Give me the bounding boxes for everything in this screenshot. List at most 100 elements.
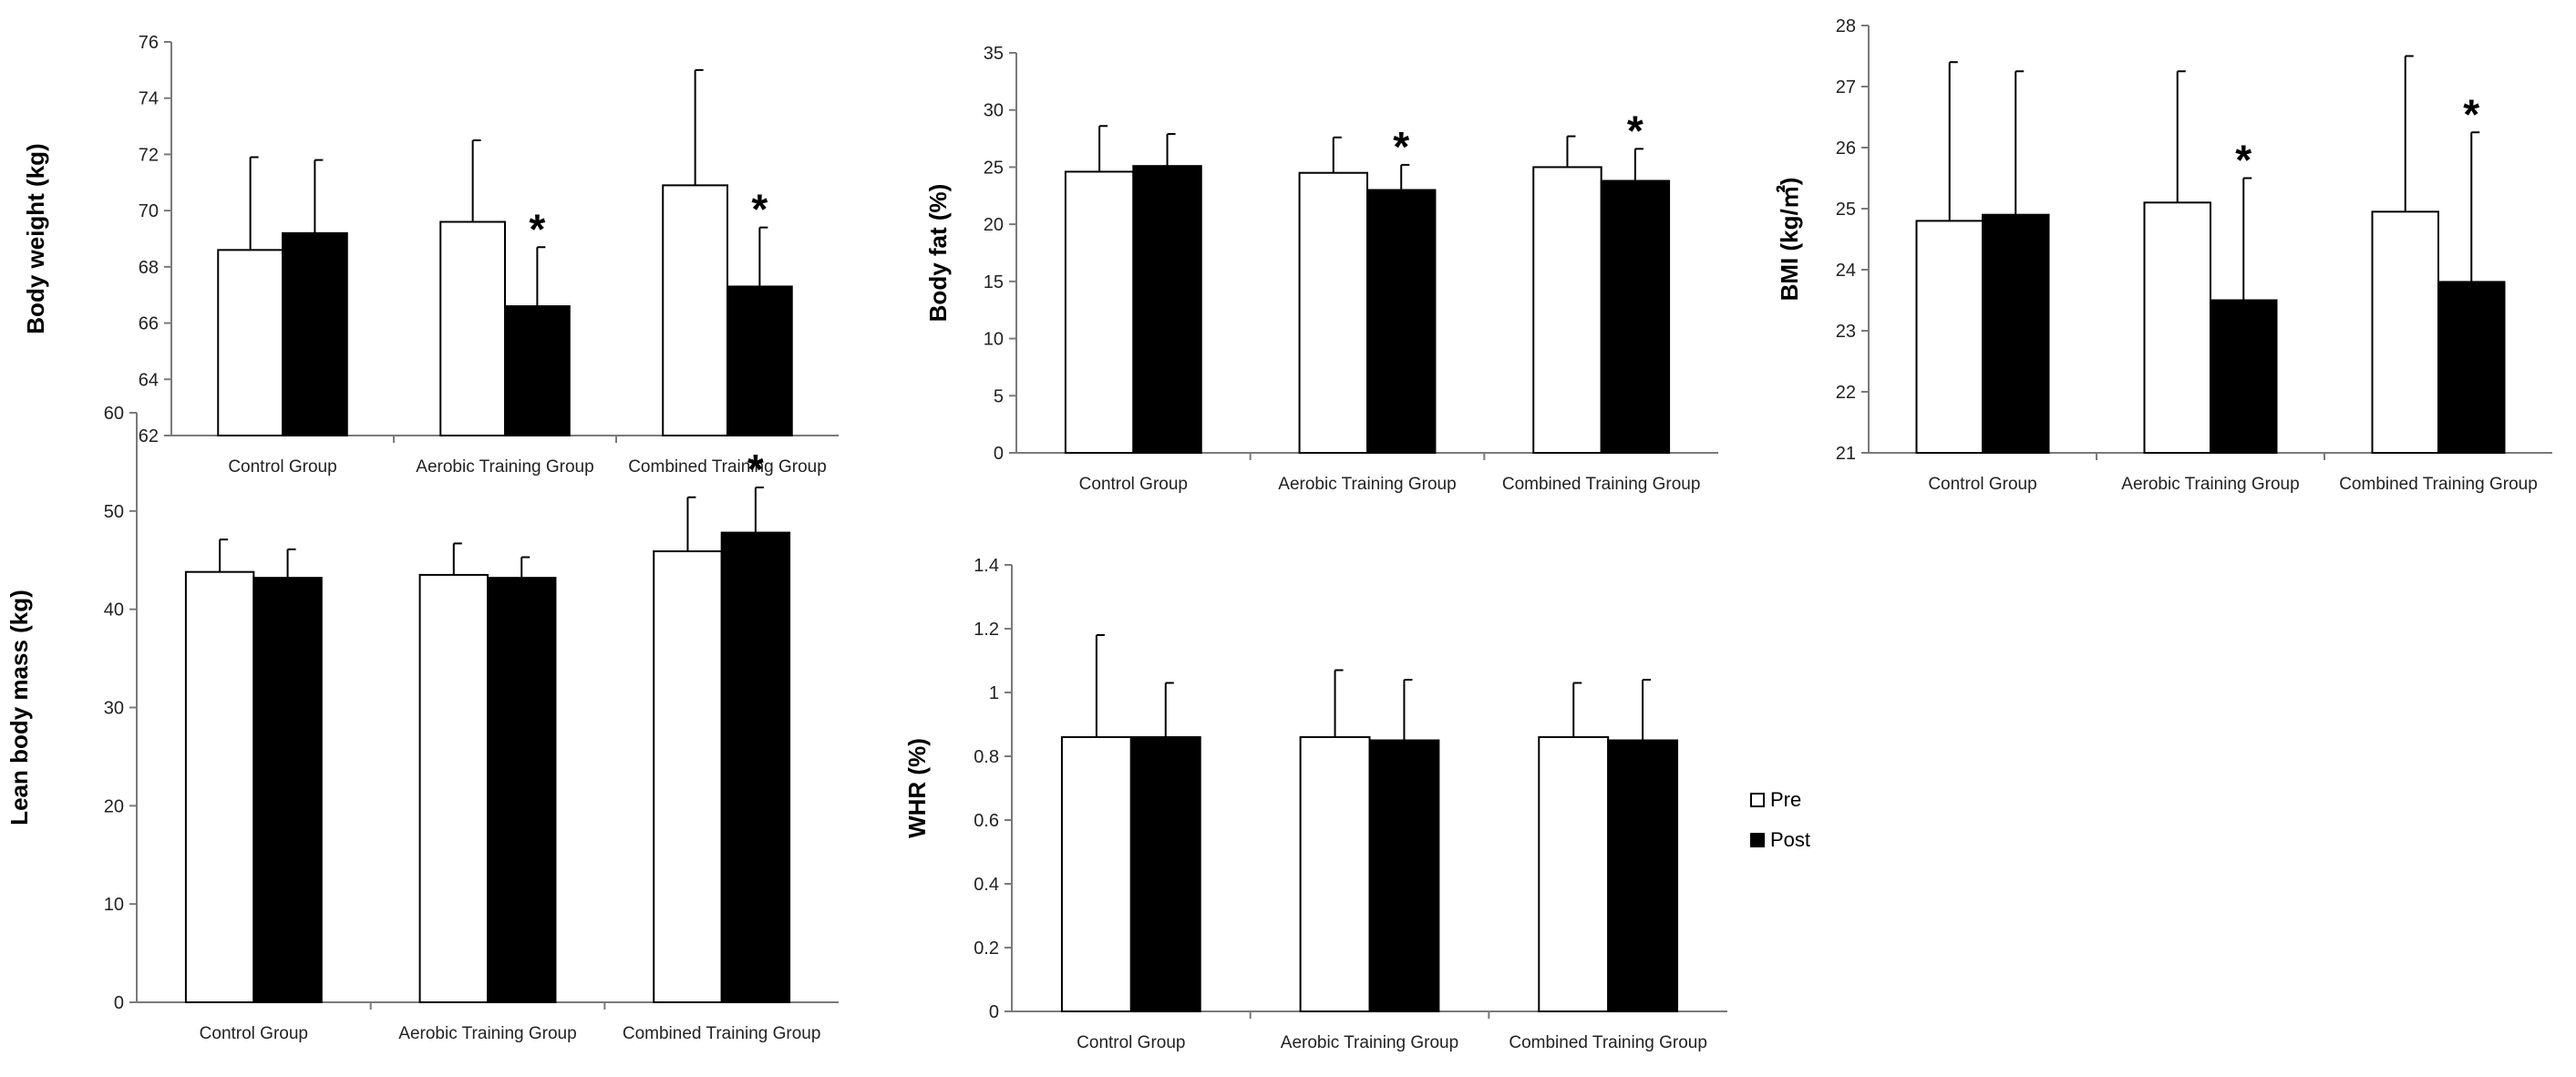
chart-2-category-label: Combined Training Group — [1502, 475, 1701, 494]
chart-4-y-tick-label: 30 — [104, 699, 124, 719]
chart-1-category-label: Combined Training Group — [628, 457, 827, 477]
chart-2-y-tick-label: 20 — [984, 215, 1004, 235]
chart-3-category-label: Control Group — [1928, 475, 2036, 494]
chart-5-bar-post — [1607, 739, 1679, 1012]
chart-1-bar-pre — [662, 184, 728, 436]
legend-swatch-pre — [1750, 793, 1765, 807]
chart-3-y-tick-label: 24 — [1836, 261, 1856, 281]
chart-4-bar-pre — [418, 573, 489, 1003]
chart-5-y-tick-label: 0.2 — [974, 939, 999, 959]
chart-3-bar-pre — [1915, 220, 1984, 454]
chart-2-bar-pre — [1064, 170, 1135, 454]
chart-3-y-axis-label: BMI (kg/㎡) — [1776, 178, 1803, 302]
legend-item-post: Post — [1750, 820, 1810, 860]
chart-2-y-tick-label: 25 — [984, 158, 1004, 178]
chart-4-y-tick-label: 0 — [114, 993, 124, 1013]
chart-3-bar-post — [1982, 213, 2050, 454]
chart-5-y-tick-label: 1 — [989, 683, 999, 703]
chart-2-category-label: Control Group — [1079, 475, 1188, 494]
chart-1-y-tick-label: 74 — [139, 89, 159, 109]
chart-2-bar-post — [1132, 165, 1202, 454]
chart-2-y-tick-label: 0 — [994, 444, 1004, 464]
chart-5-bar-post — [1368, 739, 1440, 1012]
legend: Pre Post — [1750, 780, 1810, 860]
chart-2-category-label: Aerobic Training Group — [1278, 475, 1456, 494]
chart-1-y-tick-label: 72 — [139, 145, 159, 165]
chart-5-category-label: Control Group — [1077, 1033, 1185, 1052]
chart-5-category-label: Combined Training Group — [1509, 1033, 1707, 1052]
chart-3-category-label: Combined Training Group — [2339, 475, 2538, 494]
chart-5-bar-pre — [1299, 736, 1371, 1012]
chart-4-bar-post — [487, 577, 557, 1003]
chart-4-y-tick-label: 20 — [104, 796, 124, 816]
chart-4-bar-pre — [184, 570, 255, 1003]
chart-4-category-label: Control Group — [200, 1024, 308, 1043]
chart-5-y-axis-label: WHR (%) — [903, 738, 931, 838]
chart-2-y-tick-label: 30 — [984, 101, 1004, 121]
chart-4-category-label: Aerobic Training Group — [398, 1024, 576, 1043]
chart-1-y-axis-label: Body weight (kg) — [22, 143, 49, 333]
chart-2-significance-mark: * — [1627, 107, 1643, 154]
chart-3-bar-post — [2210, 299, 2278, 454]
chart-4-significance-mark: * — [747, 446, 764, 493]
chart-1-bar-post — [726, 285, 793, 437]
legend-label-pre: Pre — [1770, 788, 1802, 811]
chart-1-y-tick-label: 62 — [139, 426, 159, 446]
legend-item-pre: Pre — [1750, 780, 1810, 820]
chart-1-bar-post — [504, 305, 571, 436]
chart-5-bar-pre — [1538, 736, 1610, 1012]
chart-3-significance-mark: * — [2463, 90, 2479, 138]
chart-3-bar-pre — [2143, 201, 2211, 455]
chart-1-y-tick-label: 64 — [139, 370, 159, 390]
chart-4-y-tick-label: 60 — [104, 404, 124, 424]
chart-2-bar-post — [1366, 189, 1437, 454]
chart-2-y-tick-label: 10 — [984, 330, 1004, 350]
chart-1-significance-mark: * — [529, 205, 545, 252]
legend-label-post: Post — [1770, 828, 1811, 851]
chart-5-y-tick-label: 1.4 — [974, 556, 999, 576]
chart-3-y-tick-label: 28 — [1836, 16, 1856, 36]
chart-3-y-tick-label: 25 — [1836, 200, 1856, 220]
chart-1-bar-pre — [439, 221, 506, 436]
chart-4-bar-post — [252, 577, 323, 1003]
chart-4-y-tick-label: 50 — [104, 502, 124, 522]
chart-5-y-tick-label: 0.4 — [974, 875, 999, 895]
chart-5-y-tick-label: 0 — [989, 1002, 999, 1022]
chart-2-y-tick-label: 5 — [994, 386, 1004, 406]
chart-3-y-tick-label: 22 — [1836, 383, 1856, 403]
chart-3-y-tick-label: 21 — [1836, 444, 1856, 464]
chart-5-bar-post — [1129, 736, 1201, 1012]
legend-swatch-post — [1750, 833, 1765, 847]
chart-3-significance-mark: * — [2235, 137, 2251, 184]
chart-1-y-tick-label: 68 — [139, 258, 159, 278]
chart-2-y-axis-label: Body fat (%) — [924, 184, 952, 323]
chart-4-category-label: Combined Training Group — [623, 1024, 821, 1043]
chart-3-bar-pre — [2371, 210, 2439, 454]
chart-4-bar-pre — [653, 550, 723, 1003]
chart-2-bar-pre — [1298, 171, 1368, 454]
chart-2-significance-mark: * — [1393, 123, 1409, 170]
chart-4-y-tick-label: 10 — [104, 895, 124, 915]
chart-1-y-tick-label: 76 — [139, 33, 159, 53]
chart-3-bar-post — [2437, 281, 2506, 454]
chart-4-y-axis-label: Lean body mass (kg) — [5, 590, 33, 826]
chart-1-category-label: Control Group — [228, 457, 336, 477]
chart-1-y-tick-label: 66 — [139, 314, 159, 334]
chart-1-y-tick-label: 70 — [139, 201, 159, 221]
chart-2-y-tick-label: 35 — [984, 44, 1004, 64]
chart-5-y-tick-label: 1.2 — [974, 620, 999, 640]
chart-5-y-tick-label: 0.8 — [974, 747, 999, 767]
chart-5-y-tick-label: 0.6 — [974, 811, 999, 831]
chart-2-bar-post — [1600, 180, 1671, 454]
chart-3-category-label: Aerobic Training Group — [2121, 475, 2299, 494]
chart-2-y-tick-label: 15 — [984, 272, 1004, 292]
chart-1-category-label: Aerobic Training Group — [416, 457, 593, 477]
chart-5-category-label: Aerobic Training Group — [1281, 1033, 1458, 1052]
chart-3-y-tick-label: 23 — [1836, 322, 1856, 342]
chart-4-y-tick-label: 40 — [104, 600, 124, 621]
chart-3-y-tick-label: 27 — [1836, 77, 1856, 97]
chart-5-bar-pre — [1060, 736, 1132, 1012]
chart-1-bar-post — [282, 231, 348, 436]
chart-3-y-tick-label: 26 — [1836, 138, 1856, 159]
